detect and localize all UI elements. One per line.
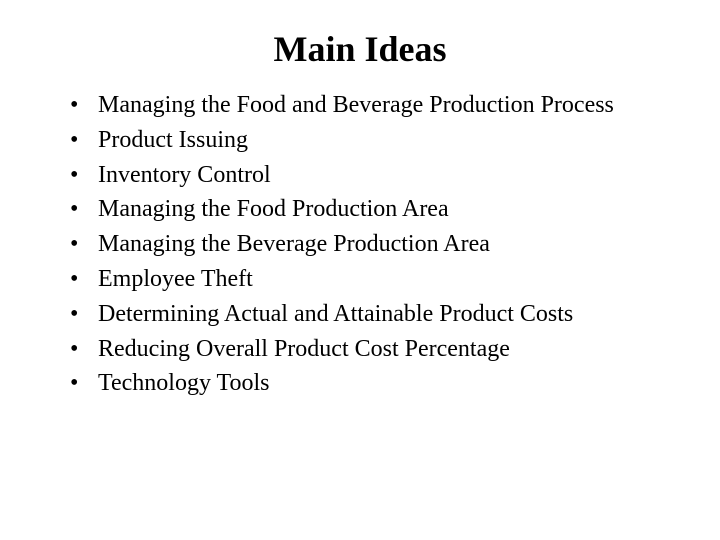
- list-item: Managing the Food and Beverage Productio…: [70, 88, 720, 123]
- list-item: Inventory Control: [70, 158, 720, 193]
- list-item: Product Issuing: [70, 123, 720, 158]
- bullet-list: Managing the Food and Beverage Productio…: [0, 88, 720, 401]
- slide: Main Ideas Managing the Food and Beverag…: [0, 0, 720, 540]
- list-item: Reducing Overall Product Cost Percentage: [70, 332, 720, 367]
- list-item: Managing the Food Production Area: [70, 192, 720, 227]
- list-item: Employee Theft: [70, 262, 720, 297]
- list-item: Determining Actual and Attainable Produc…: [70, 297, 720, 332]
- slide-title: Main Ideas: [0, 28, 720, 70]
- list-item: Managing the Beverage Production Area: [70, 227, 720, 262]
- list-item: Technology Tools: [70, 366, 720, 401]
